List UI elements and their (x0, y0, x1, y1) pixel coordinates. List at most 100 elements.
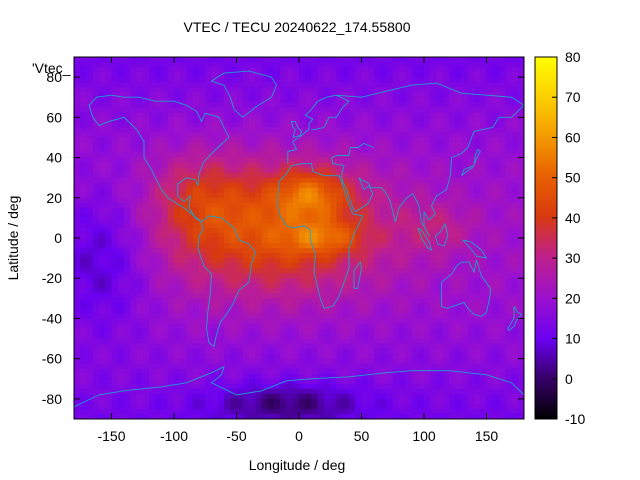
heatmap-cell (399, 343, 406, 350)
heatmap-cell (411, 308, 419, 315)
heatmap-cell (280, 117, 288, 123)
heatmap-cell (136, 248, 144, 254)
heatmap-cell (474, 393, 481, 400)
heatmap-cell (305, 378, 313, 385)
heatmap-cell (499, 373, 506, 380)
heatmap-cell (449, 147, 456, 154)
heatmap-cell (86, 107, 94, 113)
heatmap-cell (367, 122, 375, 128)
heatmap-cell (311, 92, 319, 98)
heatmap-cell (305, 82, 313, 88)
heatmap-cell (305, 313, 313, 320)
heatmap-cell (142, 177, 150, 184)
heatmap-cell (99, 122, 106, 128)
heatmap-cell (136, 253, 144, 259)
heatmap-cell (111, 378, 119, 385)
heatmap-cell (161, 212, 169, 219)
heatmap-cell (80, 217, 88, 224)
heatmap-cell (399, 313, 406, 320)
heatmap-cell (505, 253, 513, 259)
heatmap-cell (436, 102, 444, 108)
heatmap-cell (80, 157, 88, 164)
heatmap-cell (292, 142, 300, 149)
heatmap-cell (386, 378, 394, 385)
heatmap-cell (192, 172, 200, 179)
heatmap-cell (411, 72, 419, 78)
heatmap-cell (324, 358, 331, 365)
heatmap-cell (130, 127, 138, 134)
heatmap-cell (217, 288, 225, 294)
heatmap-cell (80, 393, 88, 400)
heatmap-cell (417, 87, 425, 93)
heatmap-cell (324, 132, 331, 139)
heatmap-cell (280, 227, 288, 234)
heatmap-cell (492, 333, 500, 340)
heatmap-cell (236, 263, 244, 269)
heatmap-cell (436, 172, 444, 179)
heatmap-cell (430, 152, 438, 159)
heatmap-cell (480, 137, 488, 144)
heatmap-cell (261, 343, 269, 350)
heatmap-cell (517, 263, 524, 269)
heatmap-cell (230, 147, 238, 154)
heatmap-cell (180, 127, 188, 134)
heatmap-cell (480, 323, 488, 330)
heatmap-cell (155, 227, 163, 234)
heatmap-cell (299, 162, 306, 169)
heatmap-cell (192, 107, 200, 113)
heatmap-cell (105, 192, 113, 199)
heatmap-cell (230, 152, 238, 159)
heatmap-cell (192, 328, 200, 335)
heatmap-cell (417, 333, 425, 340)
heatmap-cell (367, 147, 375, 154)
heatmap-cell (80, 348, 88, 355)
heatmap-cell (342, 333, 350, 340)
heatmap-cell (105, 107, 113, 113)
heatmap-cell (474, 97, 481, 103)
heatmap-cell (280, 122, 288, 128)
heatmap-cell (86, 303, 94, 309)
heatmap-cell (349, 323, 356, 330)
heatmap-cell (374, 273, 381, 279)
heatmap-cell (74, 192, 81, 199)
heatmap-cell (74, 87, 81, 93)
heatmap-cell (417, 222, 425, 229)
heatmap-cell (349, 77, 356, 83)
heatmap-cell (424, 97, 431, 103)
heatmap-cell (280, 182, 288, 189)
heatmap-cell (286, 348, 294, 355)
heatmap-cell (199, 62, 206, 68)
heatmap-cell (274, 157, 281, 164)
heatmap-cell (180, 167, 188, 174)
heatmap-cell (430, 232, 438, 239)
heatmap-cell (117, 398, 125, 405)
heatmap-cell (424, 303, 431, 309)
heatmap-cell (92, 343, 100, 350)
heatmap-cell (286, 137, 294, 144)
heatmap-cell (199, 343, 206, 350)
heatmap-cell (136, 293, 144, 299)
heatmap-cell (205, 117, 213, 123)
heatmap-cell (74, 137, 81, 144)
heatmap-cell (167, 263, 175, 269)
heatmap-cell (255, 318, 263, 325)
heatmap-cell (480, 318, 488, 325)
heatmap-cell (92, 273, 100, 279)
heatmap-cell (124, 182, 131, 189)
heatmap-cell (149, 313, 156, 320)
heatmap-cell (149, 107, 156, 113)
heatmap-cell (436, 72, 444, 78)
heatmap-cell (74, 403, 81, 410)
heatmap-cell (255, 122, 263, 128)
heatmap-cell (211, 278, 219, 284)
heatmap-cell (136, 258, 144, 264)
heatmap-cell (130, 87, 138, 93)
heatmap-cell (261, 97, 269, 103)
heatmap-cell (330, 127, 338, 134)
heatmap-cell (311, 243, 319, 249)
heatmap-cell (474, 378, 481, 385)
heatmap-cell (424, 393, 431, 400)
heatmap-cell (142, 243, 150, 249)
heatmap-cell (374, 243, 381, 249)
heatmap-cell (449, 152, 456, 159)
